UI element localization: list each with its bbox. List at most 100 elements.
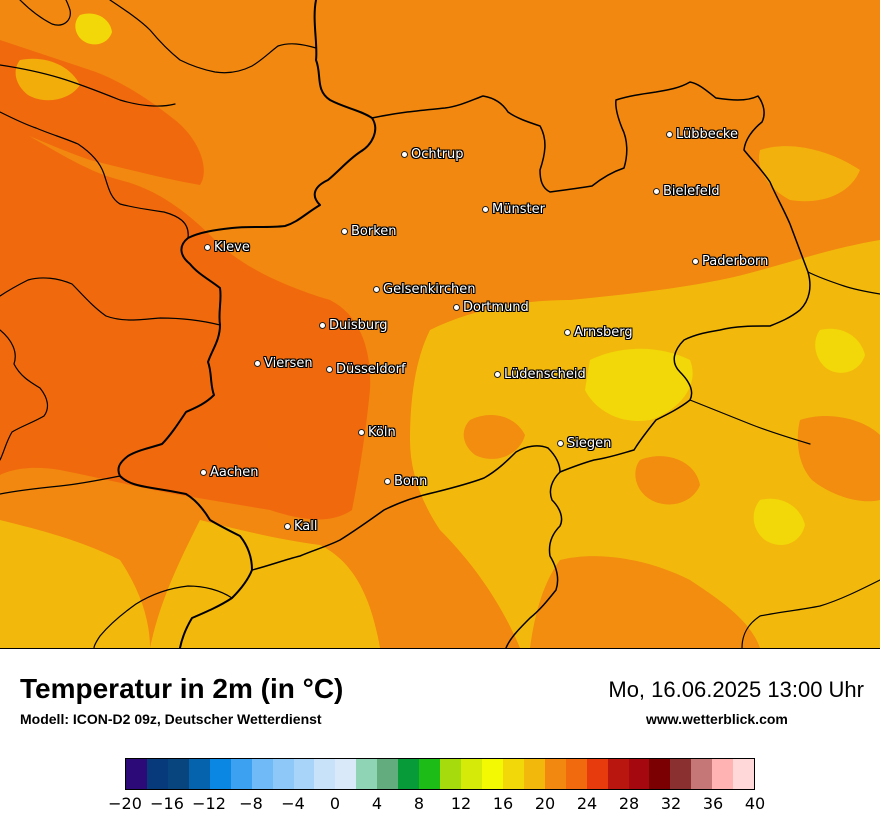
city-marker-icon (494, 371, 501, 378)
temperature-patch-2 (635, 456, 700, 505)
color-scale-tick-label: 36 (702, 794, 724, 813)
city-label: Kall (294, 519, 318, 534)
color-scale-tick-label: 24 (576, 794, 598, 813)
color-scale-tick-label: −20 (108, 794, 142, 813)
temperature-patch-5 (759, 146, 860, 202)
state-border-east (807, 271, 880, 295)
temperature-map: Lübbecke Ochtrup Bielefeld Münster Borke… (0, 0, 880, 649)
color-scale-swatch (230, 759, 252, 789)
color-scale-swatch (649, 759, 671, 789)
city-ochtrup: Ochtrup (401, 147, 464, 162)
temperature-patch-7 (269, 438, 284, 451)
model-source: Modell: ICON-D2 09z, Deutscher Wetterdie… (20, 711, 322, 727)
color-scale-tick-label: 40 (744, 794, 766, 813)
city-marker-icon (373, 286, 380, 293)
border-west-province (0, 277, 221, 326)
city-marker-icon (204, 244, 211, 251)
city-kleve: Kleve (204, 240, 250, 255)
city-marker-icon (326, 366, 333, 373)
color-scale-tick-label: −12 (192, 794, 226, 813)
city-marker-icon (319, 322, 326, 329)
border-east-south (741, 579, 880, 648)
color-scale-swatch (440, 759, 461, 789)
borders (0, 0, 880, 648)
city-marker-icon (692, 258, 699, 265)
color-scale-tick-label: −16 (150, 794, 184, 813)
color-scale-swatch (335, 759, 357, 789)
color-scale-tick-label: −8 (239, 794, 263, 813)
temperature-patch-6 (15, 58, 81, 101)
city-label: Ochtrup (411, 147, 464, 162)
city-luebbecke: Lübbecke (666, 127, 738, 142)
city-luedenscheid: Lüdenscheid (494, 367, 586, 382)
color-scale-swatch (544, 759, 566, 789)
city-label: Aachen (210, 465, 259, 480)
temperature-zone-east-cool (410, 240, 880, 648)
color-scale-swatch (251, 759, 273, 789)
city-label: Dortmund (463, 300, 529, 315)
color-scale-swatch (502, 759, 524, 789)
city-label: Düsseldorf (336, 362, 406, 377)
color-scale-swatch (481, 759, 503, 789)
color-scale-swatch (356, 759, 378, 789)
color-scale-swatch (607, 759, 629, 789)
map-title: Temperatur in 2m (in °C) (20, 673, 344, 704)
city-siegen: Siegen (557, 436, 611, 451)
color-scale-swatch (126, 759, 147, 789)
temperature-patch-3 (530, 556, 760, 648)
city-duesseldorf: Düsseldorf (326, 362, 406, 377)
city-label: Viersen (264, 356, 313, 371)
color-scale-swatch (670, 759, 692, 789)
city-marker-icon (564, 329, 571, 336)
color-scale-swatch (188, 759, 210, 789)
city-label: Köln (368, 425, 396, 440)
color-scale-tick-label: 32 (660, 794, 682, 813)
color-scale-swatch (209, 759, 231, 789)
temperature-zone-far-west (0, 300, 150, 462)
forecast-datetime: Mo, 16.06.2025 13:00 Uhr (608, 677, 864, 702)
color-scale-swatch (377, 759, 399, 789)
temperature-zone-yellow-3 (815, 328, 865, 373)
city-marker-icon (482, 206, 489, 213)
color-scale-swatch (314, 759, 336, 789)
city-marker-icon (557, 440, 564, 447)
city-duisburg: Duisburg (319, 318, 388, 333)
city-bielefeld: Bielefeld (653, 184, 720, 199)
city-marker-icon (653, 188, 660, 195)
color-scale-swatch (398, 759, 420, 789)
city-arnsberg: Arnsberg (564, 325, 633, 340)
color-scale-tick-label: 28 (618, 794, 640, 813)
city-dortmund: Dortmund (453, 300, 529, 315)
color-scale-tick-label: 12 (450, 794, 472, 813)
color-scale-swatch (293, 759, 315, 789)
border-east-hessen (689, 399, 811, 445)
city-koeln: Köln (358, 425, 396, 440)
city-label: Paderborn (702, 254, 769, 269)
state-border-south (251, 445, 561, 571)
color-scale-swatch (565, 759, 587, 789)
city-muenster: Münster (482, 202, 545, 217)
border-north-2 (109, 0, 317, 74)
color-scale-swatch (419, 759, 441, 789)
state-border-north (371, 81, 811, 648)
border-north-nl (19, 0, 71, 26)
temperature-zone-yellow-4 (75, 13, 112, 45)
city-marker-icon (341, 228, 348, 235)
border-north-3 (0, 64, 176, 107)
city-label: Lübbecke (676, 127, 738, 142)
city-label: Lüdenscheid (504, 367, 586, 382)
city-marker-icon (358, 429, 365, 436)
city-marker-icon (384, 478, 391, 485)
border-west-belgium (0, 329, 49, 461)
city-marker-icon (401, 151, 408, 158)
border-west-inner (0, 475, 121, 495)
city-bonn: Bonn (384, 474, 427, 489)
city-kall: Kall (284, 519, 318, 534)
temperature-zone-south-cool (150, 520, 380, 648)
temperature-patch-1 (463, 415, 525, 459)
color-scale-tick-label: 20 (534, 794, 556, 813)
color-scale-swatch (167, 759, 189, 789)
city-marker-icon (453, 304, 460, 311)
color-scale-tick-label: −4 (281, 794, 305, 813)
city-label: Kleve (214, 240, 250, 255)
